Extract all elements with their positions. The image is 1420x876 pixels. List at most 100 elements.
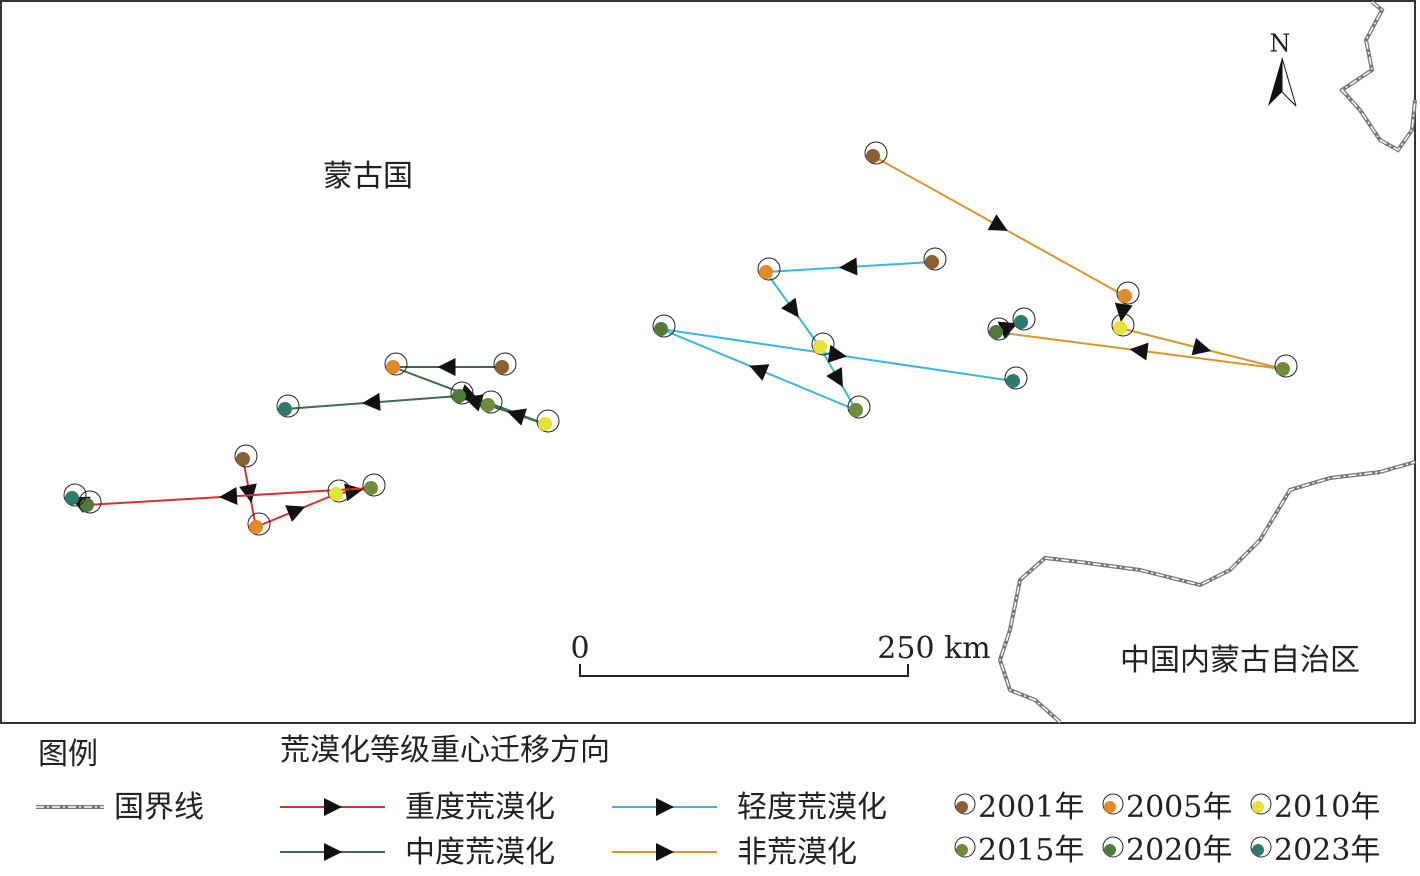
centroid-ring [63, 483, 87, 507]
legend-ring [954, 793, 976, 815]
legend-arrow [656, 798, 674, 816]
direction-arrow [239, 483, 257, 503]
centroid [80, 498, 94, 512]
legend-ring [1250, 793, 1272, 815]
direction-arrow [437, 358, 456, 376]
centroid-ring [1012, 307, 1036, 331]
legend-ring [1102, 793, 1124, 815]
legend-arrow [324, 843, 342, 861]
centroid [866, 149, 880, 163]
boundary-label: 国界线 [114, 790, 204, 825]
direction-arrow [463, 394, 484, 412]
direction-arrow [1114, 302, 1133, 322]
centroid-ring [1004, 366, 1028, 390]
legend-arrow [324, 798, 342, 816]
centroid-ring [479, 390, 503, 414]
centroid-ring [247, 512, 271, 536]
legend-line-label: 轻度荒漠化 [737, 790, 887, 825]
legend-year-label: 2023年 [1274, 833, 1380, 868]
centroid-ring [493, 352, 517, 376]
legend-dot [956, 844, 968, 856]
centroid [1113, 321, 1127, 335]
legend-dot [1252, 844, 1264, 856]
legend-ring [954, 836, 976, 858]
centroid [654, 322, 668, 336]
centroid-ring [1111, 313, 1135, 337]
centroid-ring [1116, 281, 1140, 305]
direction-arrow [749, 364, 770, 381]
direction-arrow [997, 321, 1018, 339]
centroid [386, 360, 400, 374]
legend-year-label: 2001年 [978, 790, 1084, 825]
centroid-ring [1274, 354, 1298, 378]
centroid-ring [384, 352, 408, 376]
legend-dot [1104, 801, 1116, 813]
centroid-ring [757, 257, 781, 281]
centroid [759, 265, 773, 279]
centroid [849, 403, 863, 417]
legend-line-label: 非荒漠化 [737, 835, 857, 870]
centroid-ring [78, 490, 102, 514]
centroid-ring [536, 409, 560, 433]
centroid-ring [276, 394, 300, 418]
scale-bar [579, 664, 909, 677]
border-dash [999, 461, 1416, 723]
direction-arrow [781, 297, 799, 318]
legend-year-label: 2020年 [1126, 833, 1232, 868]
centroid [925, 255, 939, 269]
direction-arrow [219, 487, 238, 506]
legend-arrow [656, 843, 674, 861]
centroid-ring [811, 332, 835, 356]
centroid [1276, 362, 1290, 376]
border-dash [1340, 1, 1416, 151]
legend-title: 图例 [38, 737, 98, 772]
map-frame [0, 0, 1416, 724]
centroid [989, 325, 1003, 339]
country-label: 蒙古国 [323, 159, 413, 194]
centroid [278, 402, 292, 416]
legend-line-label: 重度荒漠化 [405, 790, 555, 825]
centroid-ring [450, 381, 474, 405]
direction-arrow [362, 392, 381, 411]
tracks [63, 141, 1298, 536]
legend-ring [1250, 836, 1272, 858]
centroid [452, 389, 466, 403]
centroid [538, 417, 552, 431]
direction-arrow [285, 505, 306, 522]
legend-line-label: 中度荒漠化 [405, 835, 555, 870]
centroid-ring [652, 314, 676, 338]
north-arrow [1268, 58, 1282, 106]
centroid [1118, 289, 1132, 303]
centroid-ring [864, 141, 888, 165]
centroid-ring [923, 247, 947, 271]
centroid [1006, 374, 1020, 388]
direction-arrow [1129, 342, 1149, 361]
legend-year-label: 2015年 [978, 833, 1084, 868]
centroid [813, 340, 827, 354]
centroid-ring [327, 479, 351, 503]
direction-arrow [507, 408, 527, 426]
direction-arrow [826, 367, 843, 388]
centroid-ring [234, 444, 258, 468]
centroid-ring [362, 473, 386, 497]
north-label: N [1270, 30, 1291, 58]
scale-start: 0 [570, 631, 589, 666]
centroid [481, 398, 495, 412]
legend-dot [1104, 844, 1116, 856]
legend-ring [1102, 836, 1124, 858]
legend-subtitle: 荒漠化等级重心迁移方向 [280, 733, 610, 768]
centroid [495, 360, 509, 374]
centroid-ring [987, 317, 1011, 341]
centroid [364, 481, 378, 495]
legend-year-label: 2010年 [1274, 790, 1380, 825]
centroid [249, 520, 263, 534]
centroid [65, 491, 79, 505]
centroid [1014, 315, 1028, 329]
legend-dot [1252, 801, 1264, 813]
centroid-ring [847, 395, 871, 419]
direction-arrow [1191, 337, 1212, 356]
legend-year-label: 2005年 [1126, 790, 1232, 825]
